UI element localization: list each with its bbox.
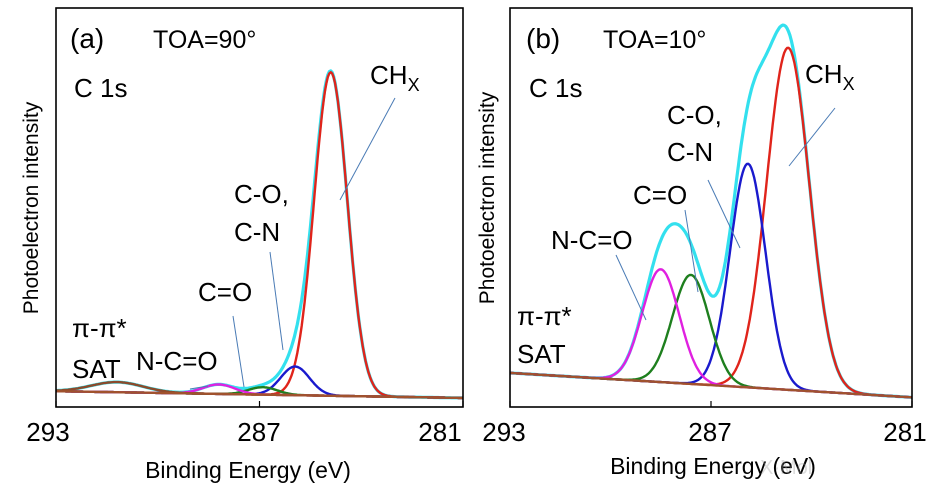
x-tick-label-a-281: 281: [418, 417, 461, 447]
leader-chx-a: [339, 97, 396, 201]
x-axis-label-a: Binding Energy (eV): [145, 457, 351, 483]
x-axis-label-b: Binding Energy (eV): [610, 453, 816, 479]
label-cn-a: C-N: [234, 217, 280, 247]
label-co-b: C-O,: [667, 100, 722, 130]
leader-co-b: [684, 209, 699, 293]
label-sat-b: SAT: [517, 339, 566, 369]
x-tick-label-a-287: 287: [237, 417, 280, 447]
label-co-a: C-O,: [234, 179, 289, 209]
label-n-c-o-a: N-C=O: [136, 346, 218, 376]
label-c-o-double-b: C=O: [633, 180, 687, 210]
label-chx-a: CHX: [370, 60, 420, 95]
leader-ncox-a: [189, 385, 209, 390]
x-tick-label-a-293: 293: [26, 417, 69, 447]
leader-chx-b: [788, 107, 836, 167]
label-cn-b: C-N: [667, 137, 713, 167]
toa-label-a: TOA=90°: [153, 26, 256, 54]
panel-a: Photoelectron intensity (a) TOA=90° C 1s…: [20, 7, 464, 483]
leader-ncox-b: [615, 254, 647, 321]
region-label-a: C 1s: [74, 73, 127, 103]
label-pi-b: π-π*: [517, 301, 572, 331]
x-tick-label-b-293: 293: [482, 417, 525, 447]
x-tick-label-b-281: 281: [883, 417, 926, 447]
watermark: X·Mol: [760, 457, 812, 479]
plot-frame-b: [509, 7, 913, 408]
y-axis-label-a: Photoelectron intensity: [20, 101, 43, 314]
label-n-c-o-b: N-C=O: [551, 225, 633, 255]
background-curve-b: [509, 371, 913, 399]
label-c-o-double-a: C=O: [198, 277, 252, 307]
peak-c-o-c-n-b: [509, 162, 913, 399]
leader-co-cn-a: [269, 251, 284, 351]
leader-co-a: [232, 315, 245, 388]
x-tick-label-b-287: 287: [688, 417, 731, 447]
label-sat-a: SAT: [72, 354, 121, 384]
panel-b: Photoelectron intensity (b) TOA=10° C 1s…: [476, 7, 927, 479]
plot-area-b: [509, 23, 913, 399]
leader-co-cn-b: [707, 179, 741, 249]
region-label-b: C 1s: [529, 73, 582, 103]
background-curve-a: [56, 390, 463, 400]
label-chx-b: CHX: [805, 59, 855, 94]
y-axis-label-b: Photoelectron intensity: [476, 91, 499, 304]
panel-letter-b: (b): [526, 23, 560, 54]
panel-letter-a: (a): [70, 23, 104, 54]
toa-label-b: TOA=10°: [603, 26, 706, 54]
plot-area-a: [55, 69, 464, 400]
label-pi-a: π-π*: [72, 313, 127, 343]
